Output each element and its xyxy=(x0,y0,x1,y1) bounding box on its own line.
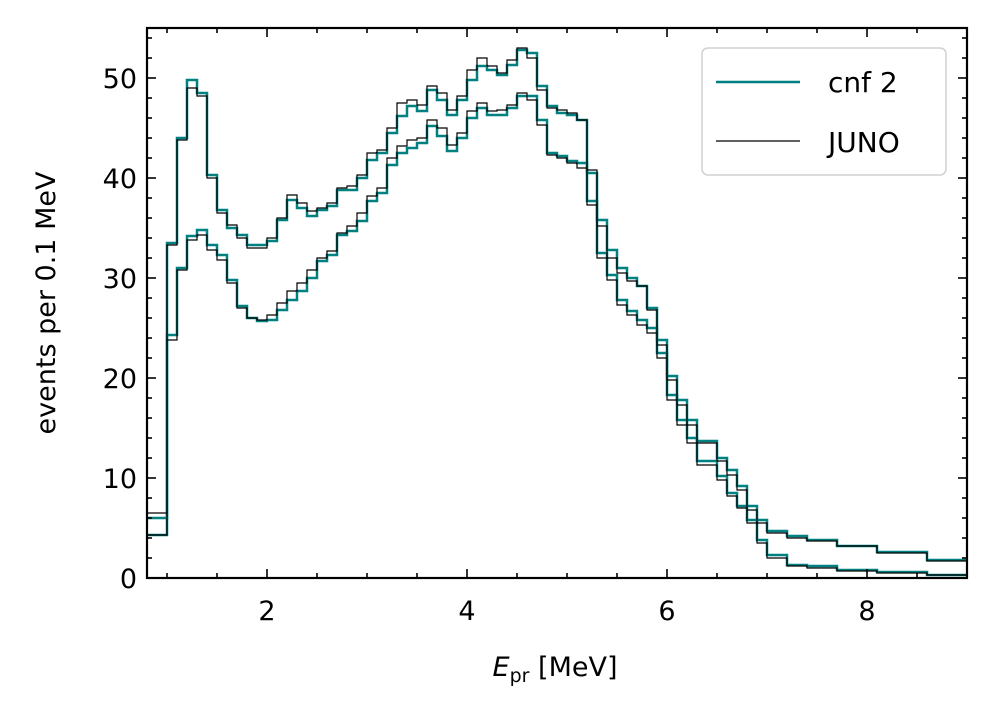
x-tick-label: 6 xyxy=(658,596,675,627)
x-axis-label-unit: [MeV] xyxy=(529,652,617,683)
axes-frame xyxy=(145,26,969,580)
plot-area: 2 4 6 8 0 10 20 30 40 50 xyxy=(103,26,969,627)
ticks-layer: 2 4 6 8 0 10 20 30 40 50 xyxy=(103,28,968,627)
x-tick-label: 8 xyxy=(858,596,875,627)
y-tick-label: 40 xyxy=(103,164,137,195)
y-tick-label: 20 xyxy=(103,364,137,395)
legend: cnf 2 JUNO xyxy=(701,47,947,176)
x-axis-label-symbol: E xyxy=(493,652,510,683)
y-axis-label: events per 0.1 MeV xyxy=(31,171,62,434)
series-layer xyxy=(147,47,967,577)
x-axis-label: Epr [MeV] xyxy=(493,652,618,687)
legend-label-juno: JUNO xyxy=(826,126,900,159)
x-tick-label: 4 xyxy=(458,596,475,627)
series-line-juno-2 xyxy=(147,47,967,562)
y-tick-label: 50 xyxy=(103,64,137,95)
y-tick-label: 0 xyxy=(120,564,137,595)
y-tick-label: 10 xyxy=(103,464,137,495)
x-tick-label: 2 xyxy=(258,596,275,627)
legend-label-cnf-2: cnf 2 xyxy=(828,66,898,99)
y-tick-label: 30 xyxy=(103,264,137,295)
x-axis-label-subscript: pr xyxy=(510,665,530,687)
series-line-juno-3 xyxy=(147,92,967,576)
legend-box xyxy=(701,47,947,176)
